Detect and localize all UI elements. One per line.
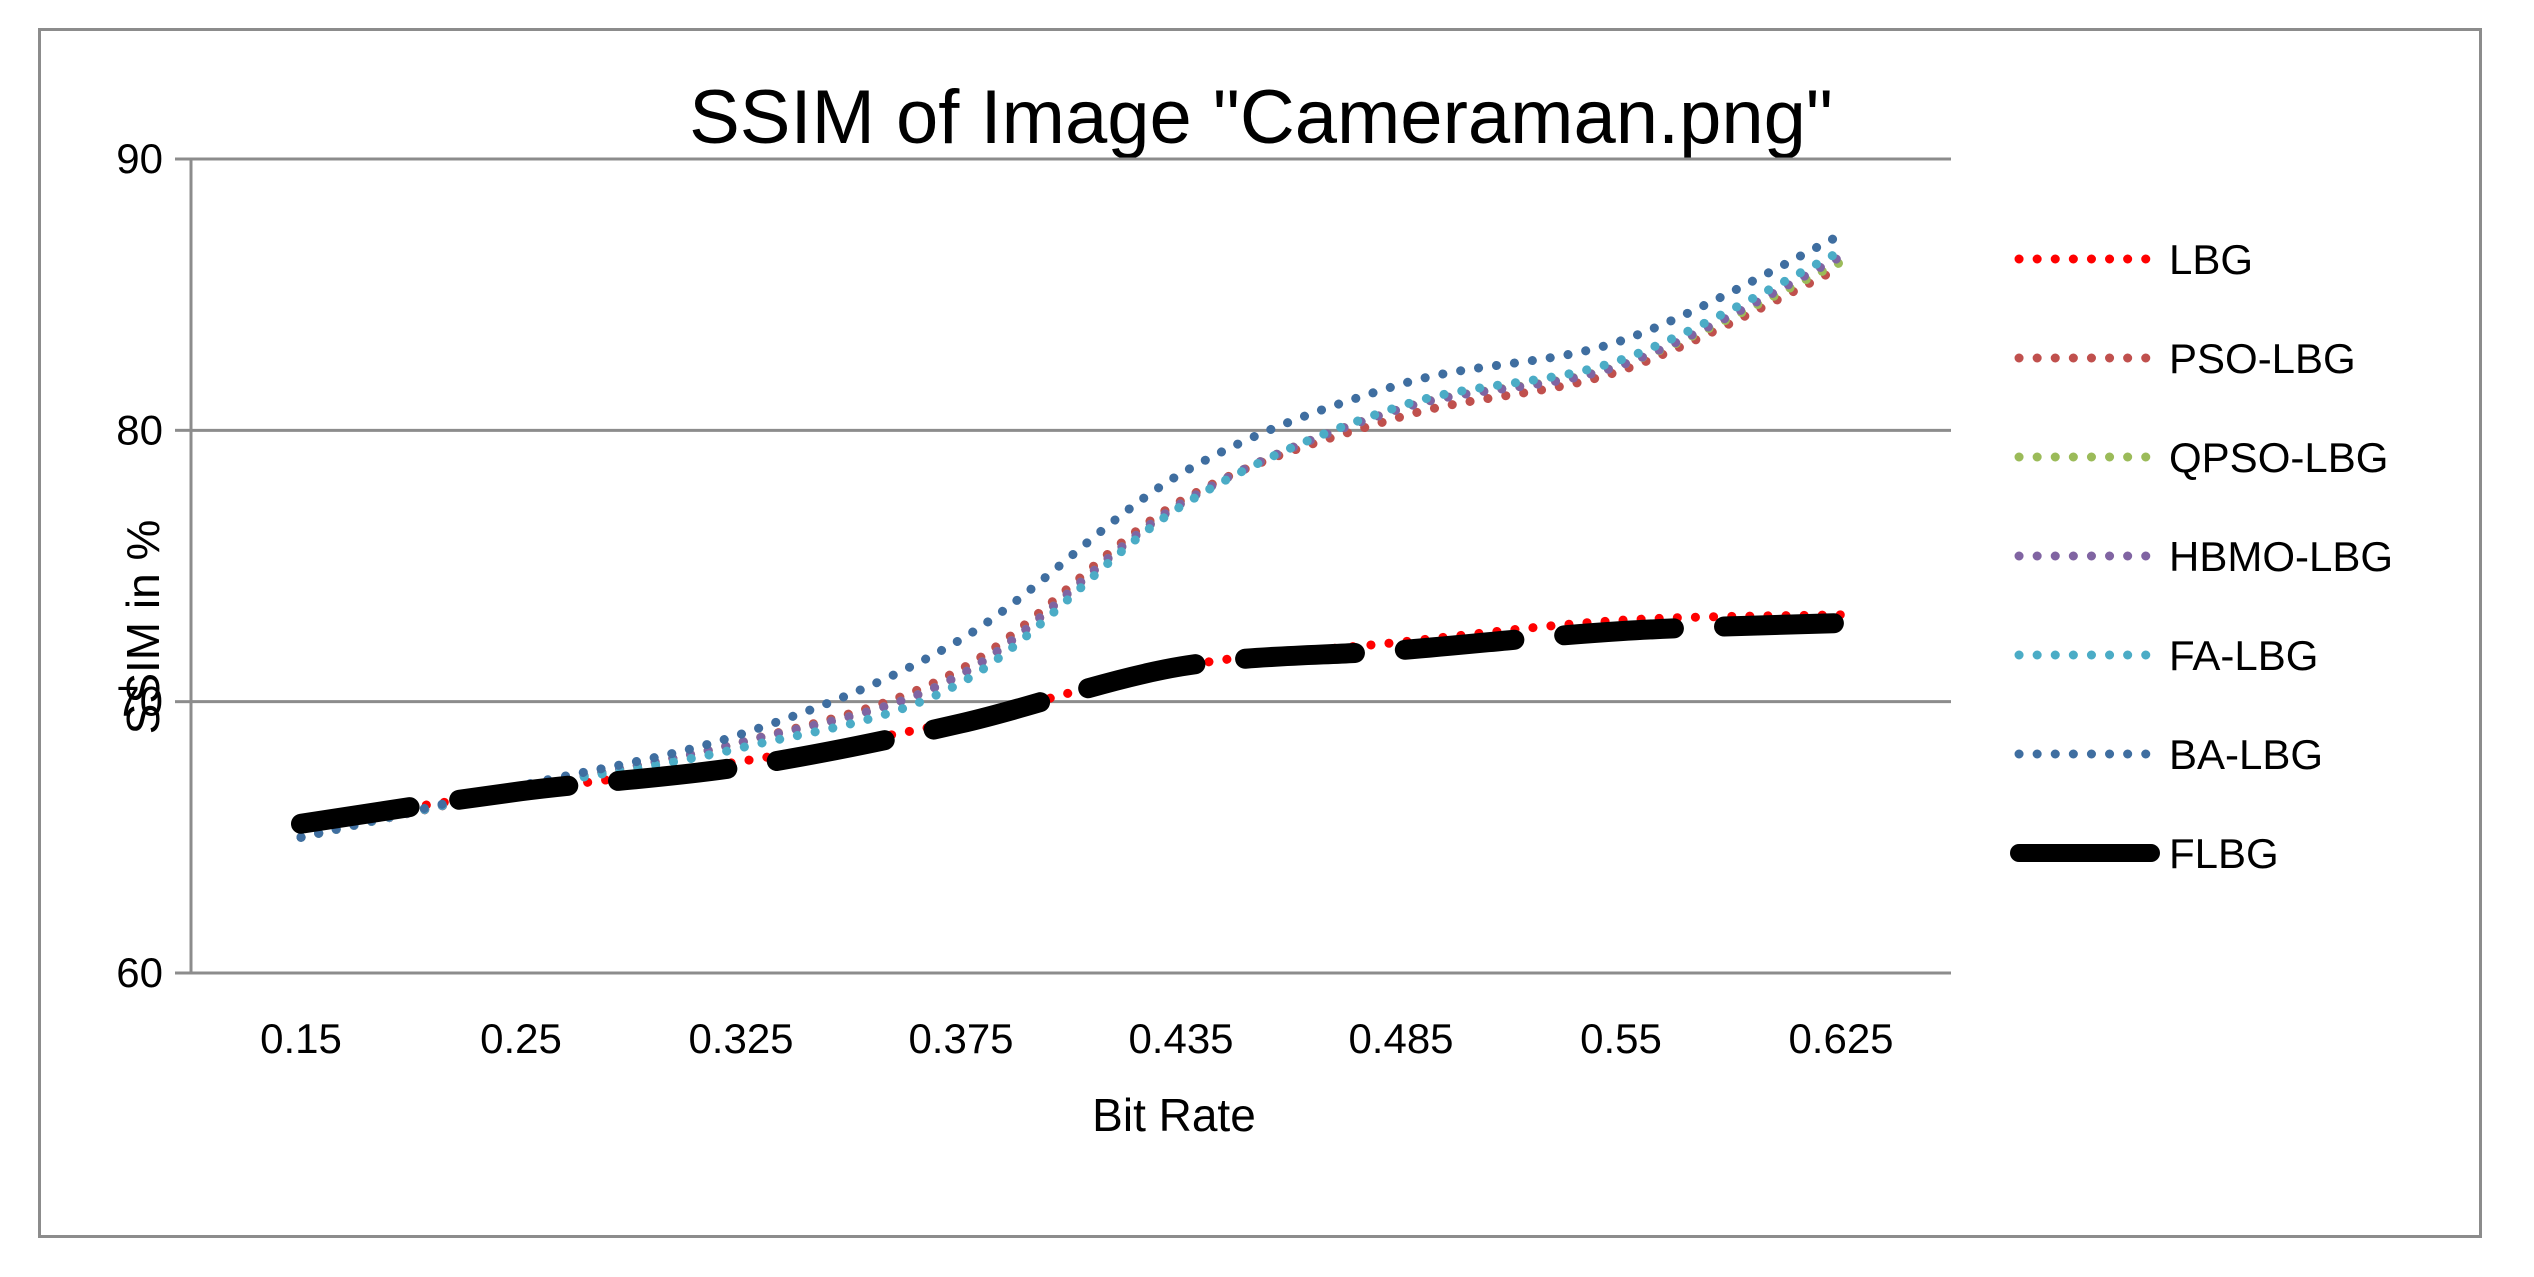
legend-label-flbg: FLBG bbox=[2169, 830, 2279, 877]
chart-frame: SSIM of Image "Cameraman.png" 60 70 80 90 0… bbox=[38, 28, 2482, 1238]
series-line-fa-lbg bbox=[296, 246, 1846, 842]
series-line-ba-lbg bbox=[296, 230, 1846, 842]
series-line-hbmo-lbg bbox=[296, 252, 1846, 842]
y-tick-label: 70 bbox=[116, 678, 163, 725]
y-tick-label: 80 bbox=[116, 406, 163, 453]
legend-label-pso-lbg: PSO-LBG bbox=[2169, 335, 2356, 382]
x-tick-label: 0.435 bbox=[1128, 1015, 1233, 1062]
x-tick-label: 0.625 bbox=[1788, 1015, 1893, 1062]
x-axis-label: Bit Rate bbox=[1092, 1089, 1256, 1141]
x-tick-label: 0.325 bbox=[688, 1015, 793, 1062]
x-tick-labels: 0.15 0.25 0.325 0.375 0.435 0.485 0.55 0.625 bbox=[260, 1015, 1893, 1062]
x-tick-label: 0.25 bbox=[480, 1015, 562, 1062]
x-tick-label: 0.375 bbox=[908, 1015, 1013, 1062]
legend-label-qpso-lbg: QPSO-LBG bbox=[2169, 434, 2388, 481]
x-tick-label: 0.485 bbox=[1348, 1015, 1453, 1062]
axes bbox=[175, 157, 1951, 975]
legend-label-lbg: LBG bbox=[2169, 236, 2253, 283]
legend-label-hbmo-lbg: HBMO-LBG bbox=[2169, 533, 2393, 580]
legend-label-ba-lbg: BA-LBG bbox=[2169, 731, 2323, 778]
legend-label-fa-lbg: FA-LBG bbox=[2169, 632, 2318, 679]
grid-lines bbox=[191, 157, 1951, 704]
legend: LBG PSO-LBG QPSO-LBG HBMO-LBG FA-LBG BA-LBG FL… bbox=[2010, 236, 2393, 877]
y-tick-label: 60 bbox=[116, 949, 163, 996]
x-tick-label: 0.15 bbox=[260, 1015, 342, 1062]
chart-title: SSIM of Image "Cameraman.png" bbox=[689, 75, 1833, 160]
series-line-flbg bbox=[291, 613, 1851, 834]
series-lines bbox=[291, 230, 1851, 842]
y-axis-label: SSIM in % bbox=[117, 520, 169, 735]
x-tick-label: 0.55 bbox=[1580, 1015, 1662, 1062]
chart-canvas: SSIM of Image "Cameraman.png" 60 70 80 90 0… bbox=[116, 75, 2393, 1141]
series-line-qpso-lbg bbox=[296, 257, 1846, 842]
y-tick-labels: 60 70 80 90 bbox=[116, 135, 163, 996]
y-tick-label: 90 bbox=[116, 135, 163, 182]
